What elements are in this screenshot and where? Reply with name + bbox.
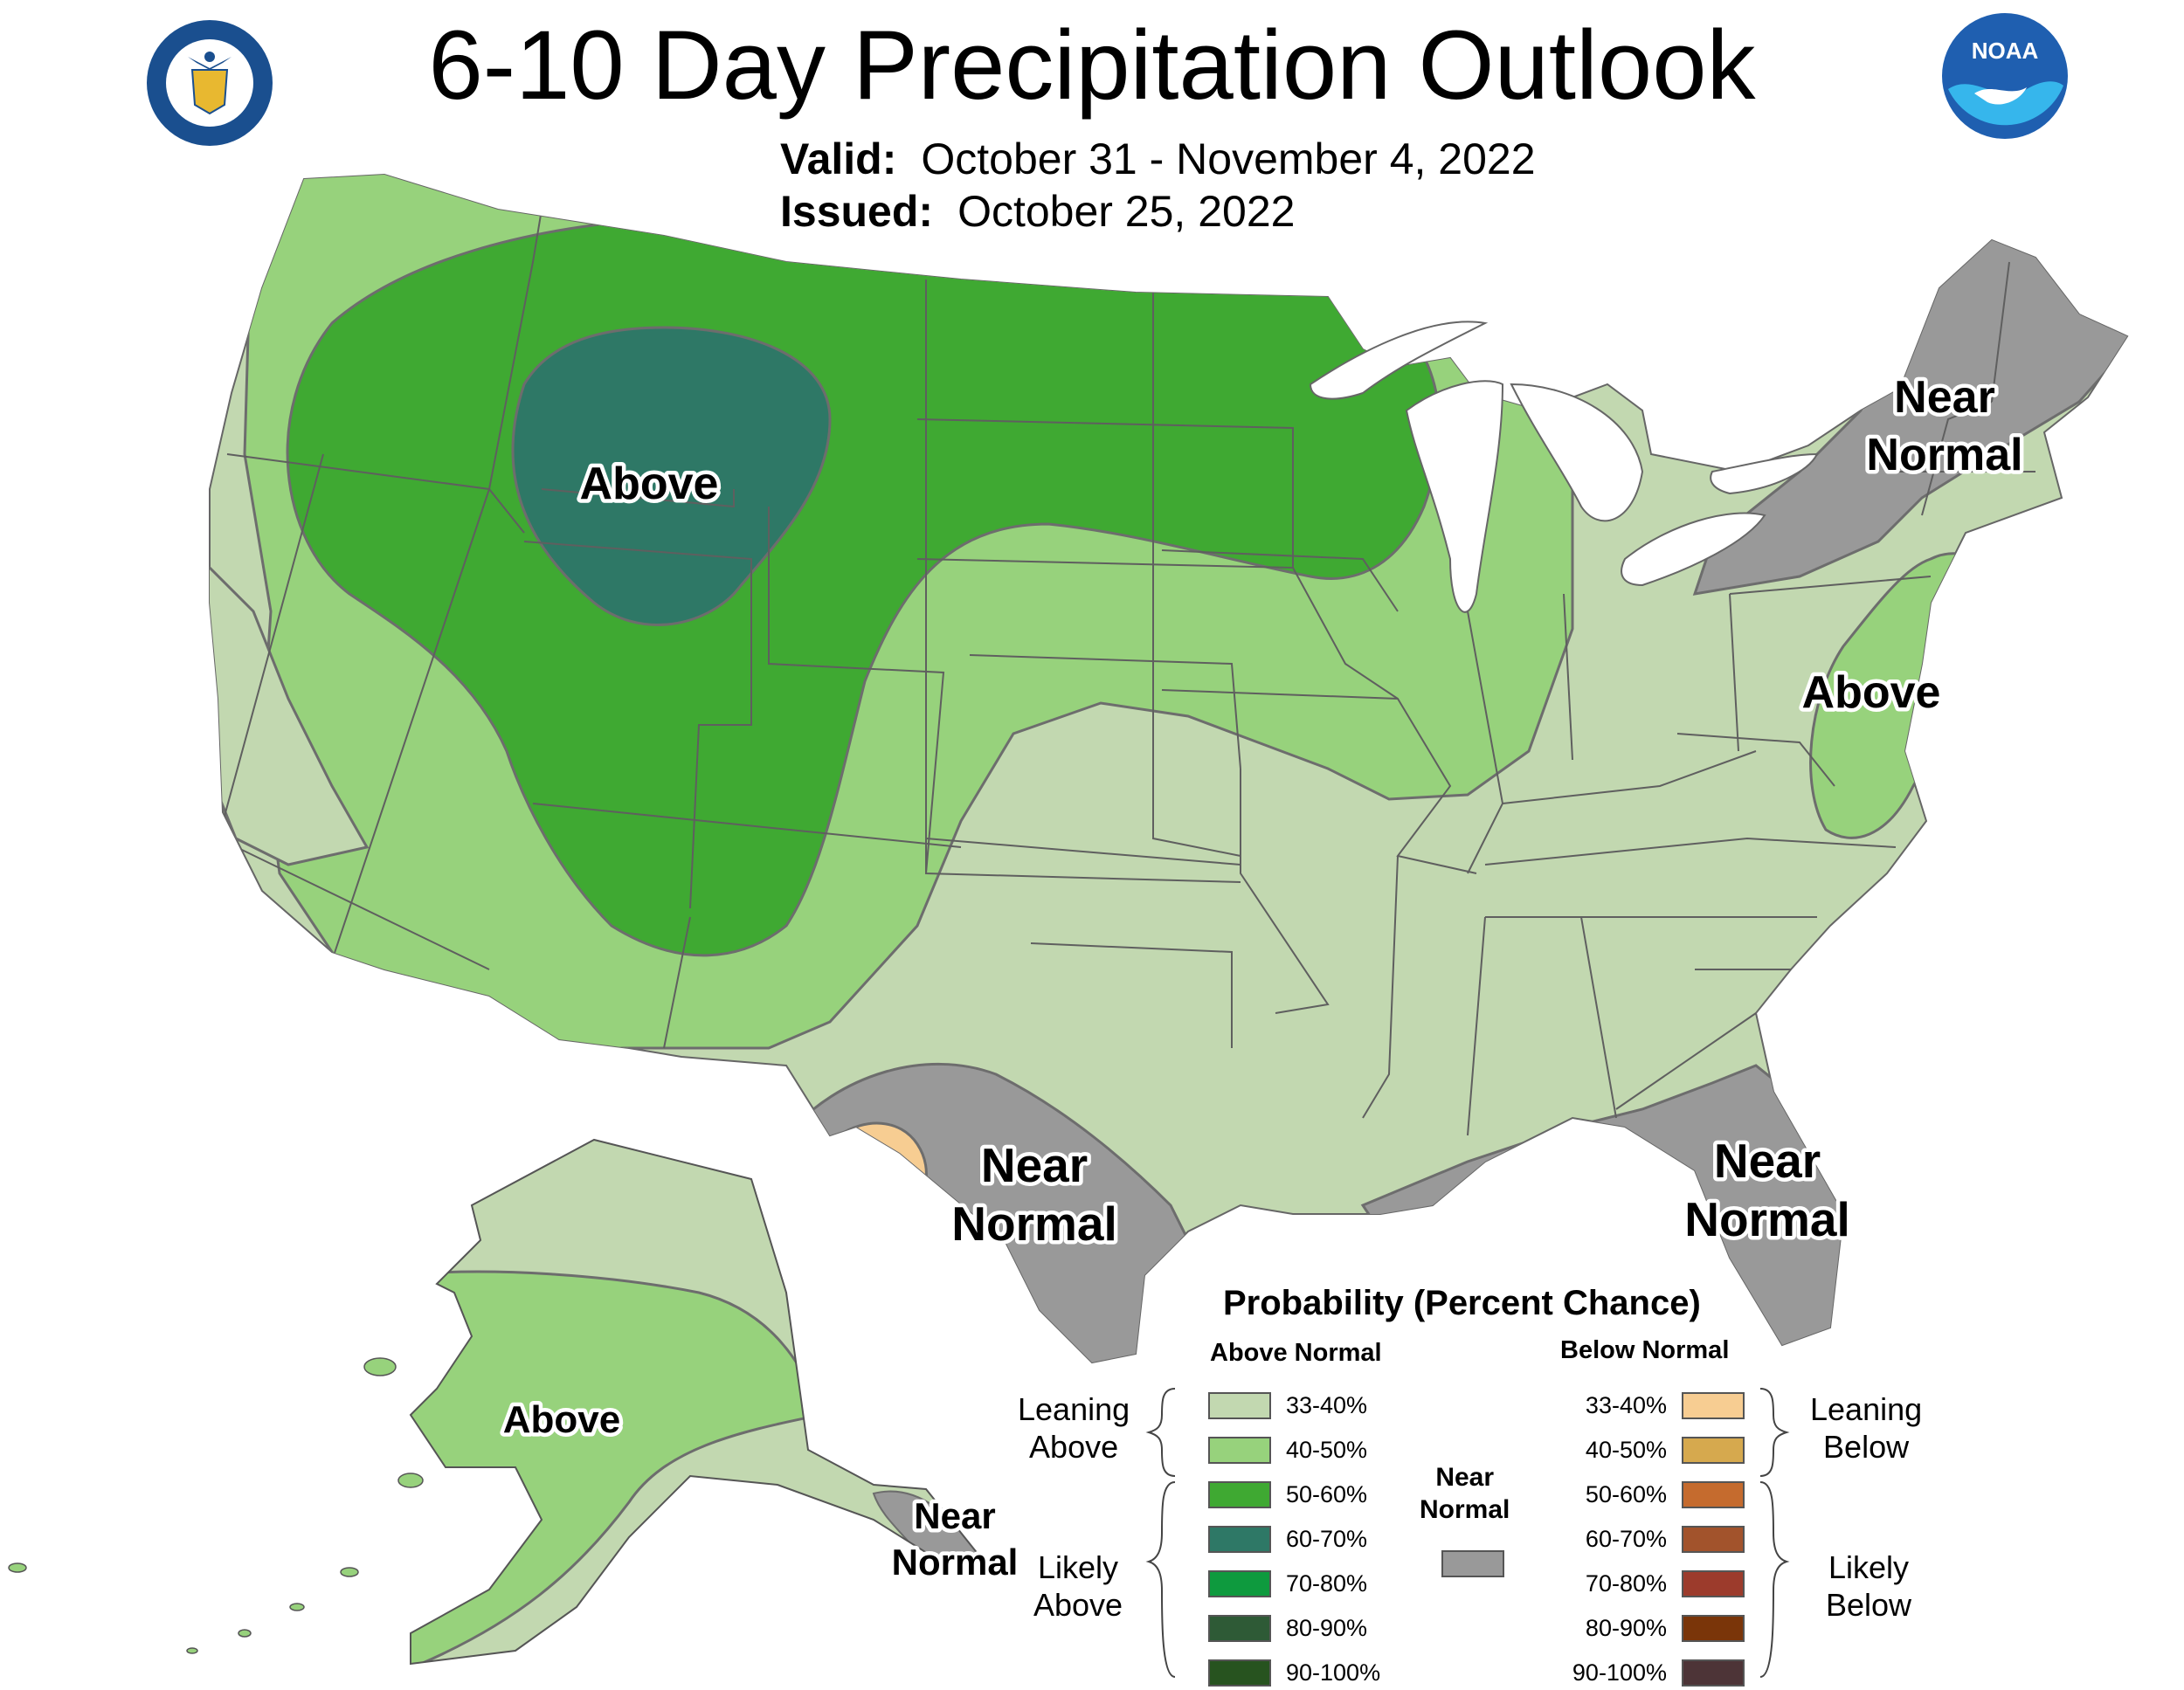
valid-label: Valid: <box>780 135 897 183</box>
great-lakes <box>1309 321 1819 613</box>
legend-above-header: Above Normal <box>1210 1339 1382 1367</box>
legend-below-swatch-6 <box>1682 1659 1745 1687</box>
legend-below-pct-6: 90-100% <box>1572 1659 1667 1686</box>
label-alaska-near: Near <box>914 1495 995 1536</box>
likely-above-line1: Likely <box>1038 1549 1119 1585</box>
legend-above-pct-0: 33-40% <box>1286 1392 1368 1418</box>
label-east-above: Above <box>1802 667 1941 718</box>
noaa-logo-icon: NOAA <box>1942 13 2068 139</box>
label-gulf-normal: Normal <box>1684 1192 1850 1246</box>
legend-below-pct-0: 33-40% <box>1585 1392 1667 1418</box>
label-northeast-near: Near <box>1894 372 1995 423</box>
issued-date: Issued: October 25, 2022 <box>780 185 1295 238</box>
legend-below-swatch-5 <box>1682 1615 1745 1642</box>
legend-above-pct-5: 80-90% <box>1286 1615 1368 1641</box>
label-texas-near: Near <box>981 1138 1088 1192</box>
legend-above-swatch-1 <box>1208 1437 1271 1464</box>
legend-above-swatch-5 <box>1208 1615 1271 1642</box>
legend-above-pct-2: 50-60% <box>1286 1481 1368 1507</box>
likely-above-line2: Above <box>1033 1587 1123 1623</box>
label-west-above: Above <box>580 459 719 509</box>
legend-below-swatch-3 <box>1682 1526 1745 1553</box>
likely-below-line1: Likely <box>1828 1549 1910 1585</box>
page-title: 6-10 Day Precipitation Outlook <box>428 10 1756 120</box>
leaning-above-line2: Above <box>1029 1429 1119 1465</box>
legend-below-pct-4: 70-80% <box>1585 1570 1667 1597</box>
legend-above-swatch-3 <box>1208 1526 1271 1553</box>
legend-below-pct-3: 60-70% <box>1585 1526 1667 1552</box>
issued-label: Issued: <box>780 187 934 236</box>
valid-value: October 31 - November 4, 2022 <box>921 135 1536 183</box>
legend-likely-below: Likely Below <box>1826 1549 1911 1624</box>
state-boundaries <box>217 209 2035 1136</box>
label-northeast-normal: Normal <box>1866 430 2022 480</box>
legend-near-normal-label: Near Normal <box>1420 1461 1510 1526</box>
legend-below-header: Below Normal <box>1560 1336 1730 1364</box>
leaning-below-line1: Leaning <box>1810 1391 1923 1427</box>
alaska-islands <box>8 1357 424 1654</box>
legend-above-swatch-4 <box>1208 1570 1271 1597</box>
legend-title: Probability (Percent Chance) <box>1223 1284 1701 1322</box>
legend-above-swatch-2 <box>1208 1481 1271 1508</box>
legend-near-line1: Near <box>1435 1463 1495 1492</box>
legend-leaning-above: Leaning Above <box>1018 1390 1130 1466</box>
legend-above-braces <box>1145 1388 1176 1678</box>
legend-below-swatch-4 <box>1682 1570 1745 1597</box>
above-60-70-region <box>511 326 832 626</box>
valid-dates: Valid: October 31 - November 4, 2022 <box>780 133 1536 185</box>
department-of-commerce-seal-icon <box>147 20 273 146</box>
likely-below-line2: Below <box>1826 1587 1912 1623</box>
issued-value: October 25, 2022 <box>957 187 1296 236</box>
legend-above-swatch-0 <box>1208 1392 1271 1419</box>
noaa-logo-text: NOAA <box>1972 38 2039 64</box>
legend-below-pct-5: 80-90% <box>1585 1615 1667 1641</box>
legend-below-pct-2: 50-60% <box>1585 1481 1667 1507</box>
legend-near-line2: Normal <box>1420 1495 1510 1524</box>
near-normal-northeast-region <box>1692 199 2127 596</box>
legend-below-swatch-0 <box>1682 1392 1745 1419</box>
label-alaska-above: Above <box>503 1398 620 1441</box>
legend-below-pct-1: 40-50% <box>1585 1437 1667 1463</box>
legend-below-swatch-1 <box>1682 1437 1745 1464</box>
legend-likely-above: Likely Above <box>1033 1549 1123 1624</box>
legend-above-pct-1: 40-50% <box>1286 1437 1368 1463</box>
legend-below-braces <box>1759 1388 1790 1678</box>
legend-above-pct-6: 90-100% <box>1286 1659 1381 1686</box>
label-texas-normal: Normal <box>951 1197 1117 1251</box>
legend-below-swatch-2 <box>1682 1481 1745 1508</box>
legend-above-pct-3: 60-70% <box>1286 1526 1368 1552</box>
leaning-above-line1: Leaning <box>1018 1391 1130 1427</box>
legend-above-pct-4: 70-80% <box>1286 1570 1368 1597</box>
label-alaska-normal: Normal <box>892 1542 1019 1583</box>
label-gulf-near: Near <box>1714 1134 1821 1188</box>
leaning-below-line2: Below <box>1823 1429 1910 1465</box>
legend-near-normal-swatch <box>1441 1550 1504 1577</box>
legend-leaning-below: Leaning Below <box>1810 1390 1922 1466</box>
legend-above-swatch-6 <box>1208 1659 1271 1687</box>
